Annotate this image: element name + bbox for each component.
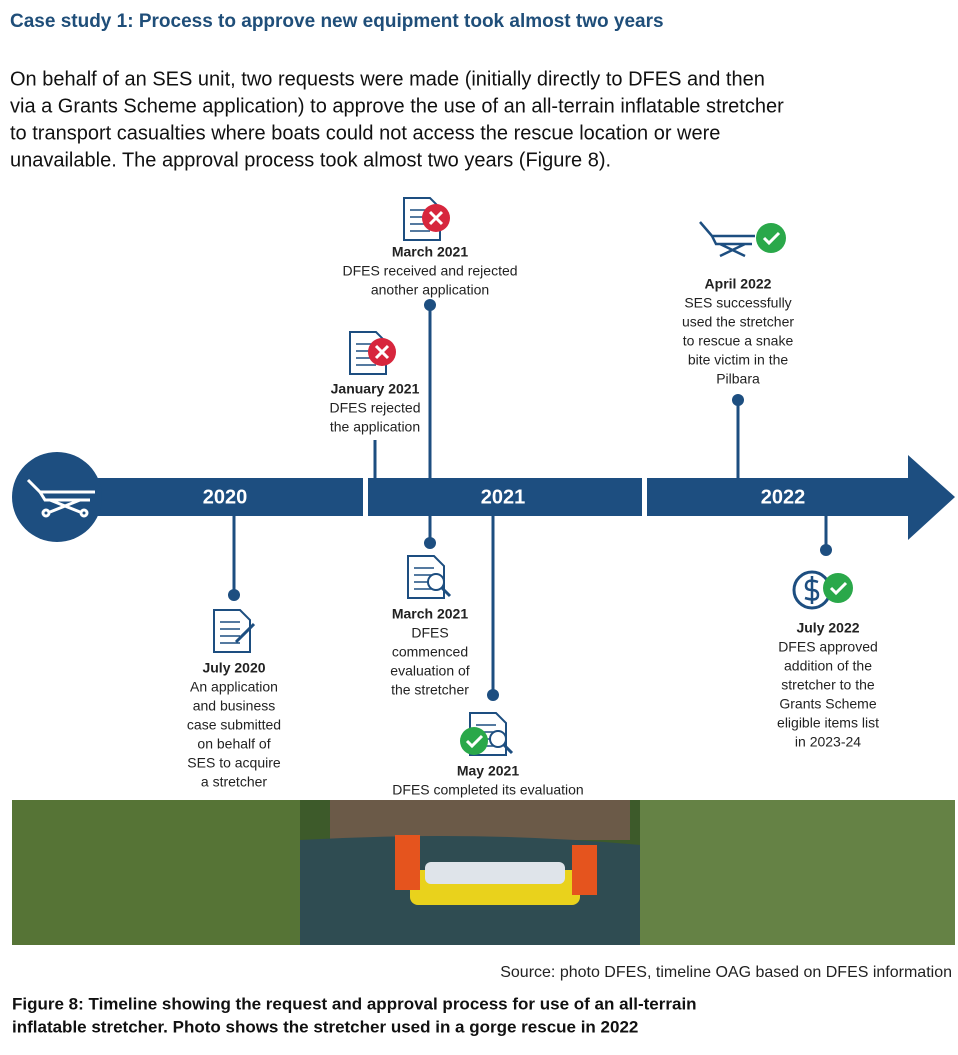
intro-line: via a Grants Scheme application) to appr… (10, 95, 784, 117)
event-text: SES successfully (684, 295, 791, 311)
magnifier-handle (502, 743, 514, 755)
intro-line: to transport casualties where boats coul… (10, 122, 720, 144)
ok-check (465, 734, 484, 749)
magnifier (489, 730, 507, 748)
year-label: 2022 (761, 486, 806, 508)
event-text: a stretcher (201, 774, 267, 790)
source: Source: photo DFES, timeline OAG based o… (500, 964, 952, 981)
event-text: DFES approved (778, 639, 878, 655)
magnifier-handle (440, 586, 452, 598)
magnifier (427, 573, 445, 591)
event-text: DFES received and rejected (342, 263, 517, 279)
stem-dot (228, 589, 240, 601)
event-text: the application (330, 419, 420, 435)
event-date: July 2022 (796, 620, 859, 636)
event-text: another application (371, 282, 489, 298)
icon (407, 555, 452, 599)
intro-line: unavailable. The approval process took a… (10, 149, 611, 171)
event-date: July 2020 (202, 660, 265, 676)
event-text: SES to acquire (187, 755, 281, 771)
event-text: used the stretcher (682, 314, 794, 330)
event-date: March 2021 (392, 244, 468, 260)
year-label: 2021 (481, 486, 526, 508)
event-text: Pilbara (716, 371, 760, 387)
event-date: May 2021 (457, 763, 519, 779)
event-date: January 2021 (331, 381, 420, 397)
event-text: in 2023-24 (795, 734, 861, 750)
event-text: on behalf of (197, 736, 270, 752)
heading: Case study 1: Process to approve new equ… (10, 11, 664, 32)
event-text: Grants Scheme (779, 696, 876, 712)
icon (213, 609, 256, 653)
event-text: stretcher to the (781, 677, 875, 693)
event-text: case submitted (187, 717, 281, 733)
event-text: DFES (411, 625, 448, 641)
timeline-bar (12, 452, 955, 542)
stem-dot (820, 544, 832, 556)
event-text: DFES rejected (329, 400, 420, 416)
stem-dot (424, 537, 436, 549)
year-label: 2020 (203, 486, 248, 508)
event-date: March 2021 (392, 606, 468, 622)
pen (234, 622, 256, 644)
ok-check (829, 581, 848, 596)
stretcher-icon (26, 478, 95, 518)
stem-dot (732, 394, 744, 406)
stem-dot (424, 299, 436, 311)
reject-x (374, 344, 390, 360)
ok-check (762, 231, 781, 246)
event-text: to rescue a snake (683, 333, 794, 349)
document (213, 609, 251, 653)
event-text: addition of the (784, 658, 872, 674)
stretcher-icon (699, 221, 755, 258)
caption-line: inflatable stretcher. Photo shows the st… (12, 1017, 638, 1036)
photo (12, 800, 955, 945)
event-date: April 2022 (705, 276, 772, 292)
dollar (804, 576, 820, 604)
event-text: commenced (392, 644, 468, 660)
event-text: evaluation of (390, 663, 470, 679)
icon (460, 712, 514, 756)
event-text: the stretcher (391, 682, 469, 698)
event-text: An application (190, 679, 278, 695)
event-text: eligible items list (777, 715, 879, 731)
event-text: bite victim in the (688, 352, 789, 368)
ok-badge (460, 727, 488, 755)
icon (349, 331, 396, 375)
event-text: DFES completed its evaluation (392, 782, 583, 798)
icon (403, 197, 450, 241)
reject-x (428, 210, 444, 226)
ok-badge (756, 223, 786, 253)
caption-line: Figure 8: Timeline showing the request a… (12, 994, 697, 1013)
event-text: and business (193, 698, 276, 714)
stem-dot (487, 689, 499, 701)
intro-line: On behalf of an SES unit, two requests w… (10, 68, 765, 90)
ok-badge (823, 573, 853, 603)
